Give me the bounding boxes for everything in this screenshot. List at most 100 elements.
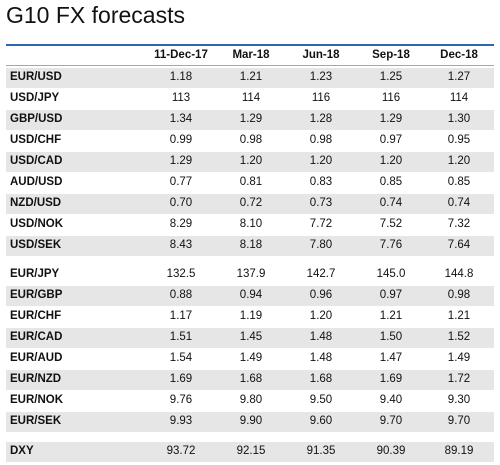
cell-value: 113 [171, 92, 191, 104]
row-label: EUR/AUD [10, 352, 63, 364]
table-row [6, 285, 494, 306]
table-row [6, 235, 494, 256]
cell-value: 7.80 [309, 239, 333, 251]
row-label: DXY [10, 445, 34, 457]
cell-value: 93.72 [166, 445, 196, 457]
cell-value: 1.21 [447, 310, 471, 322]
cell-value: 8.18 [239, 239, 263, 251]
cell-value: 1.54 [169, 352, 193, 364]
column-header: Jun-18 [302, 49, 340, 61]
row-label: EUR/GBP [10, 289, 63, 301]
table-row [6, 369, 494, 390]
cell-value: 1.49 [239, 352, 263, 364]
cell-value: 1.29 [169, 155, 193, 167]
cell-value: 116 [311, 92, 331, 104]
cell-value: 9.90 [239, 415, 263, 427]
cell-value: 7.32 [447, 218, 471, 230]
cell-value: 89.19 [444, 445, 474, 457]
cell-value: 1.69 [169, 373, 193, 385]
cell-value: 0.88 [169, 289, 193, 301]
cell-value: 1.72 [447, 373, 471, 385]
cell-value: 145.0 [376, 268, 406, 280]
cell-value: 90.39 [376, 445, 406, 457]
cell-value: 1.48 [309, 331, 333, 343]
column-header: Mar-18 [232, 49, 270, 61]
cell-value: 0.98 [239, 134, 263, 146]
cell-value: 92.15 [236, 445, 266, 457]
table-row [6, 441, 494, 462]
cell-value: 9.60 [309, 415, 333, 427]
cell-value: 9.80 [239, 394, 263, 406]
cell-value: 1.20 [239, 155, 263, 167]
cell-value: 0.83 [309, 176, 333, 188]
row-label: EUR/SEK [10, 415, 62, 427]
cell-value: 0.97 [379, 289, 403, 301]
cell-value: 1.29 [379, 113, 403, 125]
cell-value: 1.23 [309, 71, 333, 83]
row-label: USD/CHF [10, 134, 62, 146]
table-row [6, 411, 494, 432]
row-label: EUR/JPY [10, 268, 60, 280]
table-row [6, 109, 494, 130]
cell-value: 1.28 [309, 113, 333, 125]
cell-value: 1.20 [309, 155, 333, 167]
table-row [6, 327, 494, 348]
cell-value: 7.76 [379, 239, 403, 251]
row-label: EUR/USD [10, 71, 62, 83]
column-header: Sep-18 [372, 49, 410, 61]
cell-value: 7.72 [309, 218, 333, 230]
cell-value: 1.25 [379, 71, 403, 83]
cell-value: 1.20 [309, 310, 333, 322]
top-border [6, 44, 494, 46]
cell-value: 7.52 [379, 218, 403, 230]
row-label: USD/NOK [10, 218, 64, 230]
row-label: USD/CAD [10, 155, 63, 167]
column-header: Dec-18 [440, 49, 478, 61]
row-label: USD/SEK [10, 239, 62, 251]
cell-value: 0.74 [379, 197, 403, 209]
cell-value: 9.70 [447, 415, 471, 427]
cell-value: 142.7 [306, 268, 336, 280]
cell-value: 1.48 [309, 352, 333, 364]
cell-value: 137.9 [236, 268, 266, 280]
cell-value: 7.64 [447, 239, 471, 251]
row-label: GBP/USD [10, 113, 63, 125]
cell-value: 9.93 [169, 415, 193, 427]
cell-value: 1.21 [379, 310, 403, 322]
cell-value: 0.98 [309, 134, 333, 146]
cell-value: 1.18 [169, 71, 193, 83]
cell-value: 1.52 [447, 331, 471, 343]
cell-value: 1.50 [379, 331, 403, 343]
cell-value: 0.81 [239, 176, 263, 188]
cell-value: 91.35 [306, 445, 336, 457]
cell-value: 0.85 [379, 176, 403, 188]
cell-value: 1.34 [169, 113, 193, 125]
table-row [6, 193, 494, 214]
cell-value: 1.30 [447, 113, 471, 125]
title: G10 FX forecasts [6, 2, 185, 28]
column-header: 11-Dec-17 [154, 49, 208, 61]
cell-value: 0.70 [169, 197, 193, 209]
cell-value: 0.73 [309, 197, 333, 209]
cell-value: 1.27 [447, 71, 471, 83]
cell-value: 0.98 [447, 289, 471, 301]
cell-value: 0.95 [447, 134, 471, 146]
cell-value: 1.47 [379, 352, 403, 364]
cell-value: 8.29 [169, 218, 193, 230]
cell-value: 1.68 [239, 373, 263, 385]
row-label: EUR/CHF [10, 310, 62, 322]
cell-value: 1.49 [447, 352, 471, 364]
cell-value: 1.20 [379, 155, 403, 167]
cell-value: 1.69 [379, 373, 403, 385]
table-row [6, 67, 494, 88]
cell-value: 144.8 [444, 268, 474, 280]
row-label: EUR/CAD [10, 331, 63, 343]
table-row [6, 151, 494, 172]
cell-value: 8.43 [169, 239, 193, 251]
header-border [6, 65, 494, 66]
row-label: NZD/USD [10, 197, 62, 209]
cell-value: 9.40 [379, 394, 403, 406]
cell-value: 9.76 [169, 394, 193, 406]
cell-value: 1.51 [169, 331, 193, 343]
